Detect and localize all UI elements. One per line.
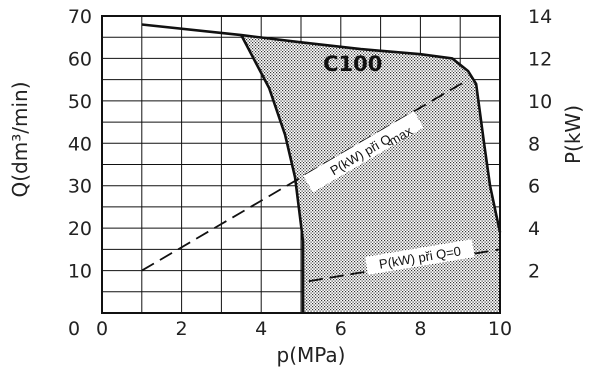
annotation-bg	[303, 111, 424, 193]
operating-region-fill	[241, 35, 501, 313]
x-tick-label: 10	[488, 318, 512, 340]
y-right-tick-label: 10	[528, 91, 552, 113]
y-right-tick-label: 8	[528, 133, 540, 155]
y-left-tick-label: 60	[68, 48, 92, 70]
y-left-tick-label: 50	[68, 91, 92, 113]
series-line-2	[240, 34, 305, 313]
y-right-tick-label: 14	[528, 6, 552, 28]
y-right-tick-label: 2	[528, 261, 540, 283]
x-tick-label: 2	[176, 318, 188, 340]
series-line-1	[141, 23, 502, 233]
x-tick-label: 0	[96, 318, 108, 340]
y-left-tick-label: 20	[68, 218, 92, 240]
plot-frame	[101, 15, 501, 314]
curve-label-c100: C100	[323, 52, 382, 76]
x-tick-label: 4	[255, 318, 267, 340]
x-tick-label: 8	[414, 318, 426, 340]
y-right-tick-label: 12	[528, 48, 552, 70]
x-tick-label: 6	[335, 318, 347, 340]
axes: 0 2 4 6 8 10 10 20 30 40 50 60 70 0 2 4 6 8 10 12 14 p(MPa) Q(…	[8, 6, 585, 367]
y-left-axis-title: Q(dm³/min)	[8, 82, 32, 198]
y-left-tick-label: 30	[68, 176, 92, 198]
y-left-tick-label: 40	[68, 133, 92, 155]
operating-region	[241, 35, 501, 313]
x-axis-title: p(MPa)	[277, 343, 346, 367]
y-left-tick-label: 70	[68, 6, 92, 28]
y-right-axis-title: P(kW)	[561, 105, 585, 164]
y-left-tick-label: 10	[68, 261, 92, 283]
y-right-tick-label: 4	[528, 218, 540, 240]
annotation-bg	[365, 239, 475, 275]
y-right-tick-label: 6	[528, 176, 540, 198]
y-left-tick-label: 0	[68, 318, 80, 340]
